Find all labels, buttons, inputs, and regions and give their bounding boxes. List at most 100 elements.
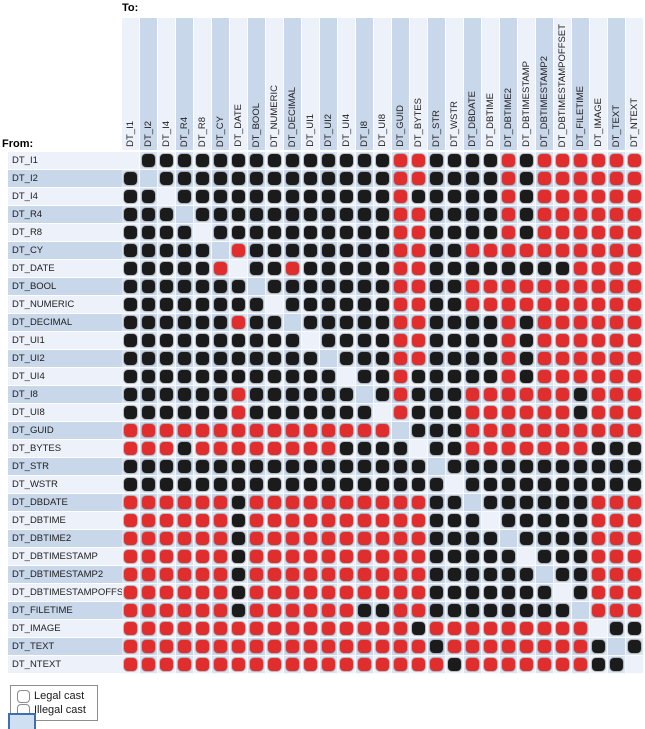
cell-DT_FILETIME-to-DT_STR <box>428 602 446 620</box>
cell-DT_IMAGE-to-DT_BYTES <box>410 620 428 638</box>
legal-cast-dot <box>448 568 461 581</box>
cell-DT_NUMERIC-to-DT_GUID <box>392 296 410 314</box>
illegal-cast-dot <box>322 568 335 581</box>
illegal-cast-dot <box>394 172 407 185</box>
cell-DT_STR-to-DT_DBTIMESTAMP2 <box>536 458 554 476</box>
illegal-cast-dot <box>412 334 425 347</box>
legal-cast-dot <box>340 460 353 473</box>
legal-cast-dot <box>466 226 479 239</box>
cell-DT_TEXT-to-DT_R8 <box>194 638 212 656</box>
cell-DT_DBTIMESTAMP2-to-DT_DBTIMESTAMP2 <box>536 566 554 584</box>
illegal-cast-dot <box>502 244 515 257</box>
illegal-cast-dot <box>610 370 623 383</box>
legal-cast-dot <box>358 352 371 365</box>
cell-DT_DECIMAL-to-DT_DBTIMESTAMPOFFSET <box>554 314 572 332</box>
cell-DT_DECIMAL-to-DT_NUMERIC <box>266 314 284 332</box>
cell-DT_UI2-to-DT_I4 <box>158 350 176 368</box>
cell-DT_CY-to-DT_DBTIMESTAMP <box>518 242 536 260</box>
illegal-cast-dot <box>592 388 605 401</box>
cell-DT_DECIMAL-to-DT_I8 <box>356 314 374 332</box>
illegal-cast-dot <box>358 424 371 437</box>
cell-DT_DBTIME2-to-DT_DBTIME2 <box>500 530 518 548</box>
cell-DT_FILETIME-to-DT_DBTIME2 <box>500 602 518 620</box>
cell-DT_UI1-to-DT_NUMERIC <box>266 332 284 350</box>
cell-DT_UI2-to-DT_NUMERIC <box>266 350 284 368</box>
legal-cast-dot <box>286 478 299 491</box>
cell-DT_UI2-to-DT_I8 <box>356 350 374 368</box>
col-header-DT_DECIMAL: DT_DECIMAL <box>284 18 302 150</box>
cell-DT_WSTR-to-DT_UI2 <box>320 476 338 494</box>
illegal-cast-dot <box>214 532 227 545</box>
cell-DT_I8-to-DT_UI8 <box>374 386 392 404</box>
illegal-cast-dot <box>502 640 515 653</box>
cell-DT_R8-to-DT_GUID <box>392 224 410 242</box>
cell-DT_WSTR-to-DT_DBTIMESTAMP <box>518 476 536 494</box>
legal-cast-dot <box>430 442 443 455</box>
cell-DT_BYTES-to-DT_WSTR <box>446 440 464 458</box>
legal-cast-dot <box>466 586 479 599</box>
legal-cast-dot <box>448 352 461 365</box>
legal-cast-dot <box>448 424 461 437</box>
illegal-cast-dot <box>592 370 605 383</box>
illegal-cast-dot <box>610 532 623 545</box>
illegal-cast-dot <box>520 406 533 419</box>
legal-cast-dot <box>574 568 587 581</box>
legal-cast-dot <box>520 460 533 473</box>
cell-DT_DBTIMESTAMP2-to-DT_GUID <box>392 566 410 584</box>
cell-DT_DBTIMESTAMP-to-DT_DBTIMESTAMP <box>518 548 536 566</box>
legal-cast-dot <box>376 298 389 311</box>
legal-cast-dot <box>160 208 173 221</box>
cell-DT_NUMERIC-to-DT_DATE <box>230 296 248 314</box>
cell-DT_FILETIME-to-DT_CY <box>212 602 230 620</box>
legal-cast-dot <box>142 190 155 203</box>
illegal-cast-dot <box>628 532 641 545</box>
legal-cast-dot <box>466 460 479 473</box>
illegal-cast-dot <box>412 352 425 365</box>
illegal-cast-dot <box>376 424 389 437</box>
cell-DT_DECIMAL-to-DT_R8 <box>194 314 212 332</box>
cell-DT_I8-to-DT_DBTIMESTAMP2 <box>536 386 554 404</box>
cell-DT_DBTIMESTAMPOFFSET-to-DT_BOOL <box>248 584 266 602</box>
illegal-cast-dot <box>214 622 227 635</box>
legal-cast-dot <box>628 478 641 491</box>
cell-DT_R4-to-DT_I1 <box>122 206 140 224</box>
cell-DT_R4-to-DT_WSTR <box>446 206 464 224</box>
cell-DT_R4-to-DT_FILETIME <box>572 206 590 224</box>
cell-DT_DBTIMESTAMP-to-DT_I4 <box>158 548 176 566</box>
legal-cast-dot <box>250 244 263 257</box>
cell-DT_DBTIME-to-DT_STR <box>428 512 446 530</box>
illegal-cast-dot <box>520 424 533 437</box>
illegal-cast-dot <box>628 208 641 221</box>
cell-DT_TEXT-to-DT_I1 <box>122 638 140 656</box>
illegal-cast-dot <box>592 532 605 545</box>
cell-DT_TEXT-to-DT_I4 <box>158 638 176 656</box>
cell-DT_STR-to-DT_GUID <box>392 458 410 476</box>
illegal-cast-dot <box>178 658 191 671</box>
illegal-cast-dot <box>214 442 227 455</box>
illegal-cast-dot <box>556 406 569 419</box>
cell-DT_DBTIMESTAMP2-to-DT_NTEXT <box>626 566 644 584</box>
legal-cast-dot <box>484 568 497 581</box>
legal-cast-dot <box>304 172 317 185</box>
cell-DT_I4-to-DT_WSTR <box>446 188 464 206</box>
illegal-cast-dot <box>628 370 641 383</box>
cell-DT_STR-to-DT_CY <box>212 458 230 476</box>
cell-DT_UI1-to-DT_I2 <box>140 332 158 350</box>
cell-DT_WSTR-to-DT_UI1 <box>302 476 320 494</box>
illegal-cast-dot <box>592 208 605 221</box>
cell-DT_GUID-to-DT_I2 <box>140 422 158 440</box>
cell-DT_WSTR-to-DT_FILETIME <box>572 476 590 494</box>
cell-DT_DBTIME-to-DT_FILETIME <box>572 512 590 530</box>
illegal-cast-dot <box>142 568 155 581</box>
col-header-DT_DBDATE: DT_DBDATE <box>464 18 482 150</box>
legal-cast-dot <box>520 568 533 581</box>
illegal-cast-dot <box>196 640 209 653</box>
row-label-DT_R4: DT_R4 <box>8 206 122 224</box>
legal-cast-dot <box>394 460 407 473</box>
col-header-DT_TEXT: DT_TEXT <box>608 18 626 150</box>
row-label-DT_WSTR: DT_WSTR <box>8 476 122 494</box>
cell-DT_FILETIME-to-DT_FILETIME <box>572 602 590 620</box>
cell-DT_CY-to-DT_DECIMAL <box>284 242 302 260</box>
legal-cast-dot <box>232 478 245 491</box>
legal-cast-dot <box>250 388 263 401</box>
